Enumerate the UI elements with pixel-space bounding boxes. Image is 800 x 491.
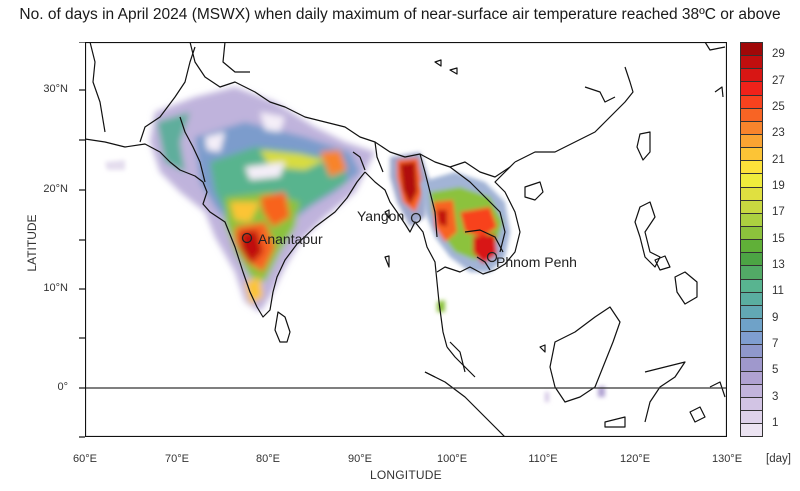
y-ticks [79, 42, 85, 438]
colorbar-bin [741, 82, 762, 96]
colorbar-bin [741, 305, 762, 319]
marker-yangon [410, 212, 422, 224]
colorbar-bin [741, 266, 762, 280]
colorbar-tick-label: 19 [772, 179, 785, 192]
colorbar-tick-label: 15 [772, 232, 785, 245]
colorbar-bin [741, 43, 762, 57]
heat-myanmar [390, 152, 430, 227]
colorbar-bin [741, 318, 762, 333]
colorbar-bin [741, 121, 762, 135]
label-anantapur: Anantapur [258, 231, 323, 247]
colorbar-bin [741, 187, 762, 201]
x-tick-110e: 110°E [528, 453, 558, 465]
y-tick-10n: 10°N [43, 282, 68, 294]
colorbar-tick-label: 17 [772, 206, 785, 219]
colorbar-tick-label: 11 [772, 285, 784, 298]
colorbar-bin [741, 410, 762, 425]
colorbar-bin [741, 292, 762, 306]
colorbar-bin [741, 358, 762, 372]
label-phnom-penh: Phnom Penh [496, 254, 577, 270]
x-ticks [85, 42, 727, 437]
colorbar-bin [741, 108, 762, 122]
y-axis-title: LATITUDE [25, 214, 39, 272]
colorbar-bin [741, 226, 762, 241]
colorbar-bin [741, 240, 762, 254]
y-tick-30n: 30°N [43, 83, 68, 95]
colorbar-bin [741, 69, 762, 83]
x-tick-60e: 60°E [73, 453, 97, 465]
x-tick-120e: 120°E [619, 453, 651, 465]
colorbar-bin [741, 397, 762, 411]
coastlines [85, 42, 726, 437]
colorbar-tick-label: 3 [772, 390, 779, 403]
colorbar-bin [741, 371, 762, 385]
colorbar-tick-label: 13 [772, 258, 785, 271]
x-tick-90e: 90°E [348, 453, 372, 465]
colorbar-bin [741, 253, 762, 267]
colorbar-bin [741, 134, 762, 149]
colorbar-bin [741, 174, 762, 188]
colorbar-tick-label: 9 [772, 311, 779, 324]
colorbar-tick-label: 5 [772, 364, 779, 377]
colorbar-bin [741, 424, 762, 437]
map-plot-area [85, 42, 727, 437]
label-yangon: Yangon [357, 208, 405, 224]
colorbar-tick-label: 29 [772, 48, 785, 61]
colorbar-tick-label: 21 [772, 153, 785, 166]
colorbar-tick-label: 1 [772, 416, 779, 429]
colorbar-bin [741, 384, 762, 398]
x-tick-100e: 100°E [436, 453, 468, 465]
chart-title: No. of days in April 2024 (MSWX) when da… [19, 6, 781, 23]
colorbar-bin [741, 56, 762, 70]
map-svg [85, 42, 727, 437]
x-tick-70e: 70°E [165, 453, 189, 465]
colorbar-bin [741, 345, 762, 359]
colorbar-bin [741, 332, 762, 346]
heat-indochina [420, 172, 510, 272]
marker-phnom-penh [486, 251, 498, 263]
colorbar-tick-label: 25 [772, 100, 785, 113]
colorbar-bin [741, 95, 762, 109]
colorbar-unit: [day] [766, 453, 791, 465]
colorbar-bin [741, 148, 762, 162]
x-tick-130e: 130°E [711, 453, 743, 465]
y-tick-0: 0° [57, 381, 68, 393]
colorbar-bin [741, 161, 762, 175]
colorbar-tick-label: 27 [772, 74, 785, 87]
colorbar-bin [741, 213, 762, 227]
colorbar-tick-label: 7 [772, 337, 779, 350]
marker-anantapur [241, 232, 253, 244]
x-tick-80e: 80°E [256, 453, 280, 465]
y-tick-20n: 20°N [43, 183, 68, 195]
heat-india [150, 87, 375, 312]
heat-sparse [105, 160, 605, 402]
colorbar-tick-label: 23 [772, 127, 785, 140]
colorbar-bin [741, 200, 762, 214]
colorbar-bin [741, 279, 762, 293]
colorbar [740, 42, 763, 437]
x-axis-title: LONGITUDE [370, 468, 442, 482]
